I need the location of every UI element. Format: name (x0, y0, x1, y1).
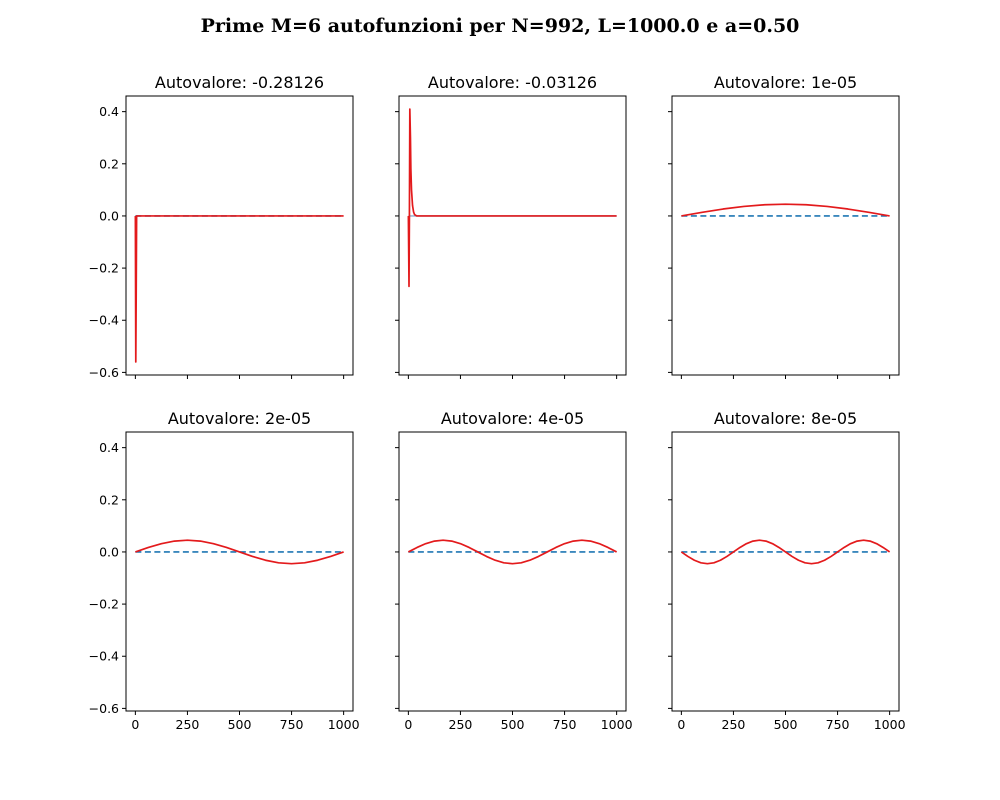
x-tick-label: 500 (774, 717, 798, 732)
y-tick-label: 0.2 (99, 492, 119, 507)
subplot-3: Autovalore: 1e-05 (668, 73, 900, 379)
eigenfunction-line (407, 539, 618, 565)
subplot-title: Autovalore: -0.28126 (155, 73, 324, 92)
subplot-title: Autovalore: -0.03126 (428, 73, 597, 92)
axes-frame (125, 95, 354, 376)
subplot-title: Autovalore: 4e-05 (441, 409, 584, 428)
x-tick-label: 1000 (328, 717, 360, 732)
series-group (680, 539, 891, 565)
subplot-1: Autovalore: -0.28126 −0.6 −0.4 −0.2 0.0 0.2 0.… (89, 73, 354, 380)
series-group (134, 215, 344, 363)
x-tick-label: 0 (677, 717, 685, 732)
y-tick-label: −0.4 (89, 649, 119, 664)
axes-frame (125, 431, 354, 712)
y-tick-label: −0.6 (89, 701, 119, 716)
series-group (135, 539, 344, 565)
x-tick-label: 500 (501, 717, 525, 732)
axes-frame (671, 95, 900, 376)
subplot-4: Autovalore: 2e-05 0 250 500 750 1000 −0.6 −0.4 −… (89, 409, 360, 732)
x-tick-label: 750 (553, 717, 577, 732)
axes-frame (398, 431, 627, 712)
eigenfunction-line (680, 539, 891, 565)
eigenfunction-line (681, 203, 890, 217)
x-tick-label: 250 (722, 717, 746, 732)
axes-frame (671, 431, 900, 712)
subplot-title: Autovalore: 8e-05 (714, 409, 857, 428)
subplot-6: Autovalore: 8e-05 0 250 500 750 1000 (668, 409, 906, 732)
x-tick-label: 250 (176, 717, 200, 732)
axes-frame (398, 95, 627, 376)
y-tick-label: −0.2 (89, 597, 119, 612)
x-tick-label: 500 (228, 717, 252, 732)
series-group (407, 539, 618, 565)
eigenfunction-line (407, 108, 617, 288)
x-tick-label: 0 (404, 717, 412, 732)
subplot-grid: Autovalore: -0.28126 −0.6 −0.4 −0.2 0.0 0.2 0.… (89, 73, 906, 732)
eigenfunction-line (134, 215, 344, 363)
y-tick-label: −0.2 (89, 261, 119, 276)
x-tick-label: 250 (449, 717, 473, 732)
y-tick-label: −0.6 (89, 365, 119, 380)
series-group (407, 108, 617, 288)
subplot-2: Autovalore: -0.03126 (395, 73, 627, 379)
y-tick-label: 0.0 (99, 208, 119, 223)
y-tick-label: 0.4 (99, 440, 119, 455)
eigenfunction-line (135, 539, 344, 565)
x-tick-label: 0 (131, 717, 139, 732)
subplot-title: Autovalore: 2e-05 (168, 409, 311, 428)
x-tick-label: 750 (826, 717, 850, 732)
x-tick-label: 750 (280, 717, 304, 732)
x-tick-label: 1000 (601, 717, 633, 732)
figure-title: Prime M=6 autofunzioni per N=992, L=1000… (201, 15, 800, 37)
series-group (681, 203, 890, 217)
y-tick-label: 0.4 (99, 104, 119, 119)
y-tick-label: −0.4 (89, 313, 119, 328)
subplot-title: Autovalore: 1e-05 (714, 73, 857, 92)
y-tick-label: 0.0 (99, 544, 119, 559)
subplot-5: Autovalore: 4e-05 0 250 500 750 1000 (395, 409, 633, 732)
x-tick-label: 1000 (874, 717, 906, 732)
y-tick-label: 0.2 (99, 156, 119, 171)
